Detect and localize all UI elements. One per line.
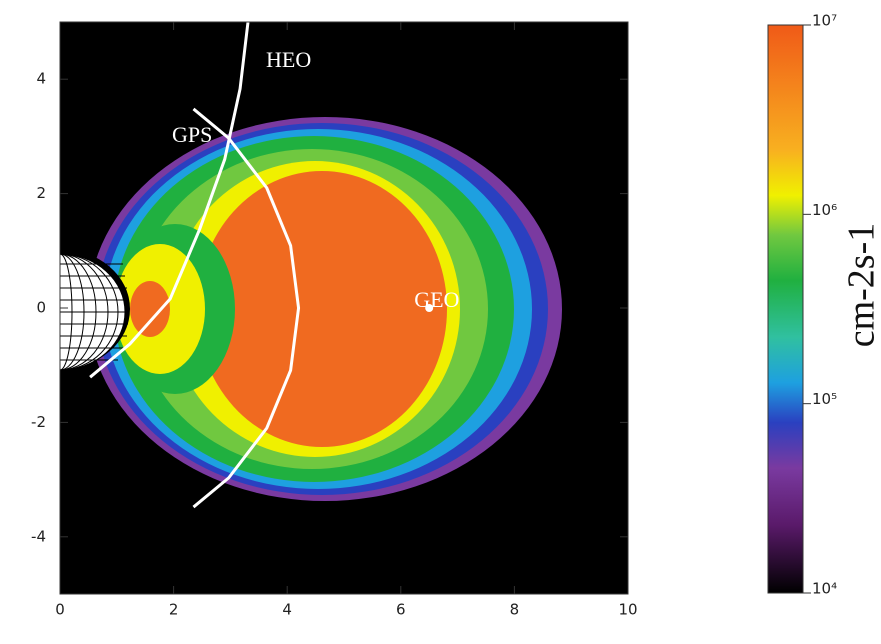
y-tick-label: 2	[36, 184, 46, 202]
colorbar-tick-label: 10⁴	[812, 580, 837, 598]
x-tick-label: 8	[510, 601, 520, 619]
y-tick-label: -2	[31, 413, 46, 431]
x-tick-label: 2	[169, 601, 179, 619]
y-tick-label: 4	[36, 70, 46, 88]
colorbar-label: cm-2s-1	[841, 223, 881, 348]
x-tick-label: 0	[55, 601, 65, 619]
orbit-label: HEO	[266, 47, 311, 72]
x-tick-label: 10	[618, 601, 637, 619]
figure: cm-2s-1 0 2 4 6 8 10 -4 -2 0 2 4 HEO GPS GEO 10⁴ 10⁵ 10⁶…	[0, 0, 881, 640]
x-tick-label: 6	[396, 601, 406, 619]
y-tick-label: -4	[31, 527, 46, 545]
colorbar-tick-label: 10⁷	[812, 12, 837, 30]
colorbar-tick-label: 10⁶	[812, 201, 837, 219]
colorbar-tick-label: 10⁵	[812, 390, 837, 408]
y-tick-label: 0	[36, 299, 46, 317]
x-tick-label: 4	[282, 601, 292, 619]
orbit-label: GPS	[172, 122, 212, 147]
colorbar	[768, 25, 803, 593]
orbit-label: GEO	[414, 287, 459, 312]
